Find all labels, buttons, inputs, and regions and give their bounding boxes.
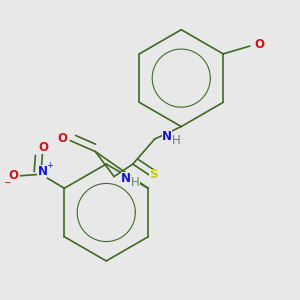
Text: −: − [3, 178, 10, 187]
Text: N: N [121, 172, 131, 184]
Text: N: N [162, 130, 172, 143]
Text: +: + [46, 161, 53, 170]
Text: N: N [38, 165, 47, 178]
Text: S: S [149, 169, 158, 182]
Text: O: O [254, 38, 264, 51]
Text: O: O [38, 140, 48, 154]
Text: H: H [172, 134, 180, 147]
Text: O: O [9, 169, 19, 182]
Text: O: O [58, 132, 68, 145]
Text: H: H [131, 176, 140, 189]
